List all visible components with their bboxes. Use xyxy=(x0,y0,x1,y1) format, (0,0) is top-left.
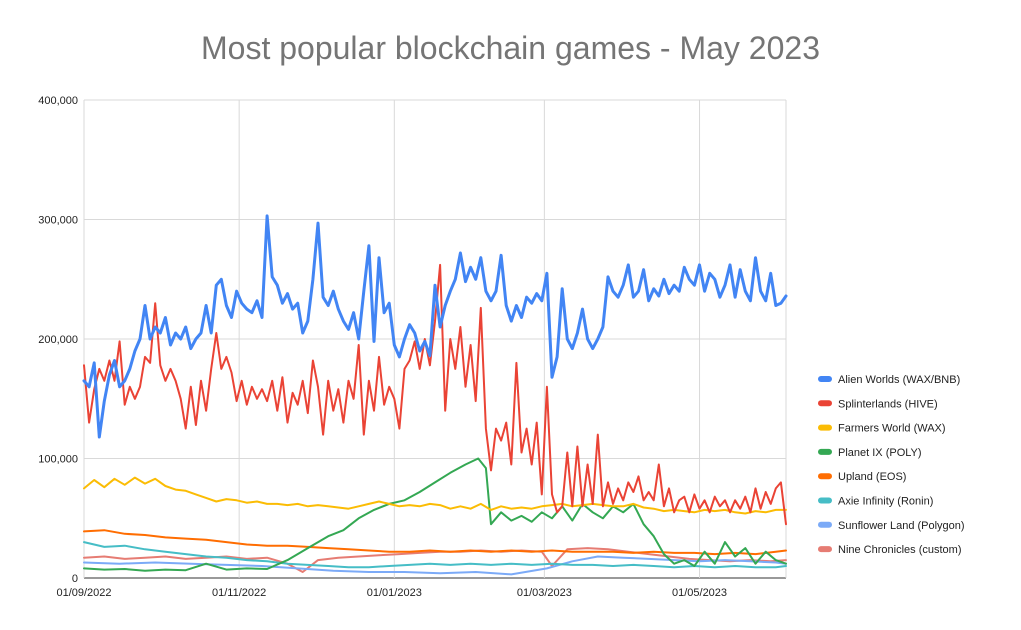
series-lines xyxy=(82,214,788,576)
x-tick-label: 01/05/2023 xyxy=(672,587,727,599)
legend-label-splinterlands-hive: Splinterlands (HIVE) xyxy=(838,398,938,410)
y-tick-label: 0 xyxy=(72,573,78,585)
series-line-splinterlands-hive xyxy=(83,263,787,526)
legend-swatch-sunflower-land-polygon xyxy=(818,521,832,528)
series-line-upland-eos xyxy=(83,529,787,556)
legend-swatch-planet-ix-poly xyxy=(818,448,832,455)
chart-title: Most popular blockchain games - May 2023 xyxy=(201,30,820,66)
axes: 0 100,000 200,000 300,000 400,000 01/09/2022 0… xyxy=(38,95,727,599)
x-tick-label: 01/11/2022 xyxy=(212,587,266,599)
legend-label-farmers-world-wax: Farmers World (WAX) xyxy=(838,423,946,435)
x-tick-label: 01/03/2023 xyxy=(517,587,572,599)
y-tick-label: 200,000 xyxy=(38,334,78,346)
grid xyxy=(83,99,787,579)
series-line-sunflower-land-polygon xyxy=(83,555,787,576)
series-line-axie-infinity-ronin xyxy=(83,541,787,569)
x-tick-label: 01/01/2023 xyxy=(367,587,422,599)
legend-label-upland-eos: Upland (EOS) xyxy=(838,471,906,483)
legend-label-planet-ix-poly: Planet IX (POLY) xyxy=(838,447,922,459)
y-tick-label: 100,000 xyxy=(38,454,78,466)
legend-label-axie-infinity-ronin: Axie Infinity (Ronin) xyxy=(838,496,933,508)
series-line-alien-worlds-wax-bnb xyxy=(82,214,788,439)
legend-label-sunflower-land-polygon: Sunflower Land (Polygon) xyxy=(838,520,965,532)
series-line-planet-ix-poly xyxy=(83,457,787,572)
legend-swatch-upland-eos xyxy=(818,473,832,480)
legend-swatch-alien-worlds-wax-bnb xyxy=(818,376,832,382)
legend-label-alien-worlds-wax-bnb: Alien Worlds (WAX/BNB) xyxy=(838,374,960,386)
legend: Alien Worlds (WAX/BNB) Splinterlands (HIV… xyxy=(818,374,965,556)
y-tick-label: 400,000 xyxy=(38,95,78,107)
y-tick-label: 300,000 xyxy=(38,215,78,227)
legend-swatch-axie-infinity-ronin xyxy=(818,497,832,504)
legend-swatch-farmers-world-wax xyxy=(818,424,832,431)
series-line-farmers-world-wax xyxy=(83,476,787,515)
x-tick-label: 01/09/2022 xyxy=(56,587,111,599)
legend-swatch-nine-chronicles-custom xyxy=(818,546,832,553)
legend-label-nine-chronicles-custom: Nine Chronicles (custom) xyxy=(838,544,961,556)
legend-swatch-splinterlands-hive xyxy=(818,400,832,407)
